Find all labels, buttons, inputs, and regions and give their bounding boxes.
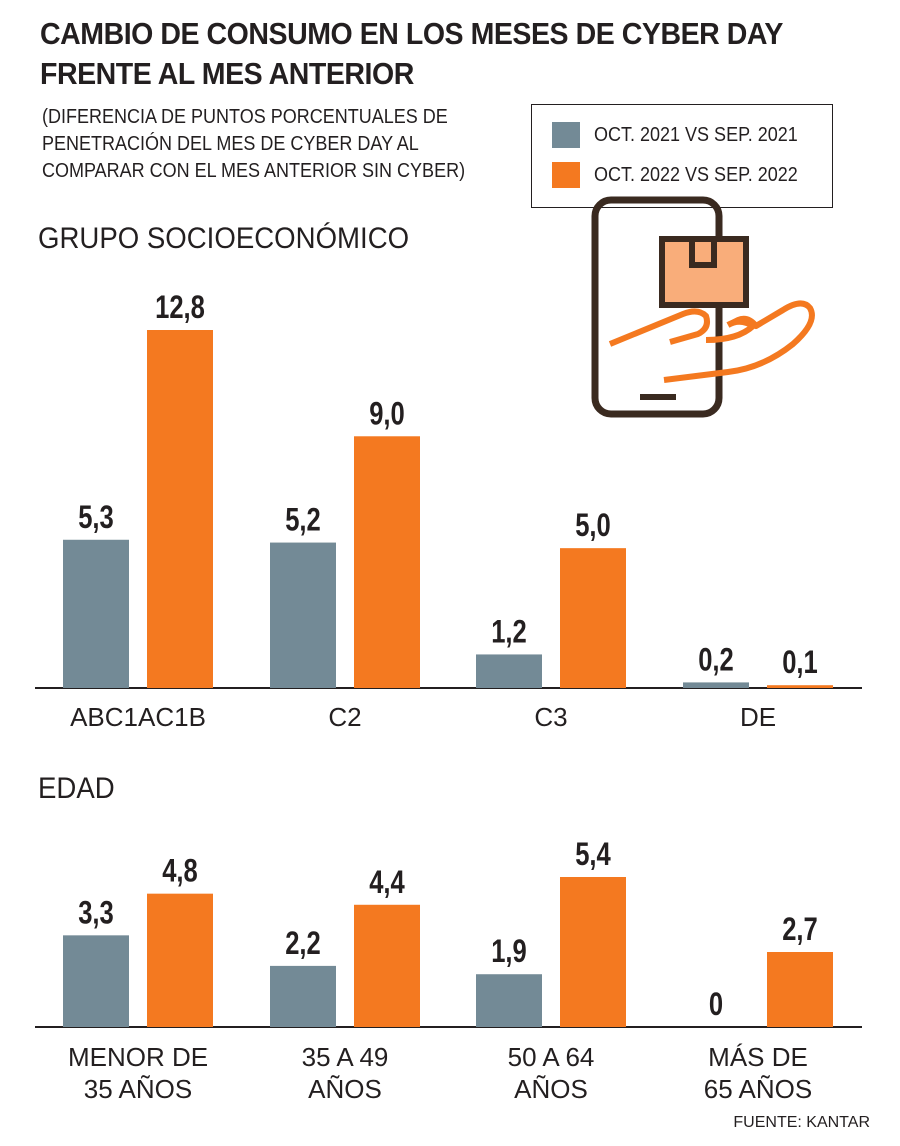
chart-title: CAMBIO DE CONSUMO EN LOS MESES DE CYBER … (40, 16, 783, 91)
hand-palm (663, 300, 815, 383)
bar (476, 974, 542, 1027)
hand-finger (705, 318, 756, 343)
data-label: 3,3 (78, 896, 114, 931)
legend: OCT. 2021 VS SEP. 2021 OCT. 2022 VS SEP.… (531, 104, 833, 208)
data-label: 2,7 (782, 912, 818, 947)
hand-thumb (608, 308, 710, 347)
data-label: 5,0 (575, 509, 611, 544)
bar (354, 904, 420, 1027)
data-label: 5,3 (78, 500, 114, 535)
bar (560, 877, 626, 1027)
data-label: 0,2 (698, 643, 734, 678)
data-label: 4,8 (162, 854, 198, 889)
category-label: C2 (328, 702, 361, 732)
data-label: 1,9 (491, 935, 527, 970)
bar (476, 654, 542, 688)
bar (767, 685, 833, 688)
bar (560, 548, 626, 688)
package-tape (689, 236, 717, 268)
category-label: 35 AÑOS (84, 1074, 192, 1104)
bar (683, 682, 749, 688)
chart-subtitle: (DIFERENCIA DE PUNTOS PORCENTUALES DE PE… (42, 106, 466, 182)
category-label: AÑOS (514, 1074, 588, 1104)
phone-hand-package-icon (591, 196, 815, 418)
section-title-edad: EDAD (38, 772, 115, 805)
data-label: 9,0 (369, 397, 405, 432)
data-label: 5,4 (575, 837, 611, 872)
data-label: 0,1 (782, 646, 818, 681)
bar (767, 952, 833, 1027)
source-note: FUENTE: KANTAR (733, 1114, 870, 1131)
category-label: 35 A 49 (302, 1042, 389, 1072)
category-label: DE (740, 702, 776, 732)
bar (270, 542, 336, 688)
package-box (659, 236, 749, 308)
bar (63, 935, 129, 1027)
category-label: 50 A 64 (508, 1042, 595, 1072)
section-title-socioeconomico: GRUPO SOCIOECONÓMICO (38, 222, 410, 255)
legend-item-2022: OCT. 2022 VS SEP. 2022 (552, 161, 820, 189)
bar (63, 539, 129, 688)
bar (147, 330, 213, 688)
bar (147, 893, 213, 1027)
data-label: 0 (709, 987, 723, 1022)
legend-item-2021: OCT. 2021 VS SEP. 2021 (552, 121, 820, 149)
legend-swatch-2021 (552, 122, 580, 148)
category-label: AÑOS (308, 1074, 382, 1104)
category-label: 65 AÑOS (704, 1074, 812, 1104)
data-label: 4,4 (369, 865, 405, 900)
data-label: 12,8 (155, 290, 205, 325)
data-label: 1,2 (491, 615, 527, 650)
data-label: 2,2 (285, 926, 321, 961)
category-label: MÁS DE (708, 1042, 808, 1072)
category-label: C3 (534, 702, 567, 732)
category-label: ABC1AC1B (70, 702, 206, 732)
bar (270, 965, 336, 1027)
legend-swatch-2022 (552, 162, 580, 188)
legend-label-2021: OCT. 2021 VS SEP. 2021 (594, 123, 798, 146)
data-label: 5,2 (285, 503, 321, 538)
category-label: MENOR DE (68, 1042, 208, 1072)
bar (354, 436, 420, 688)
legend-label-2022: OCT. 2022 VS SEP. 2022 (594, 163, 798, 186)
